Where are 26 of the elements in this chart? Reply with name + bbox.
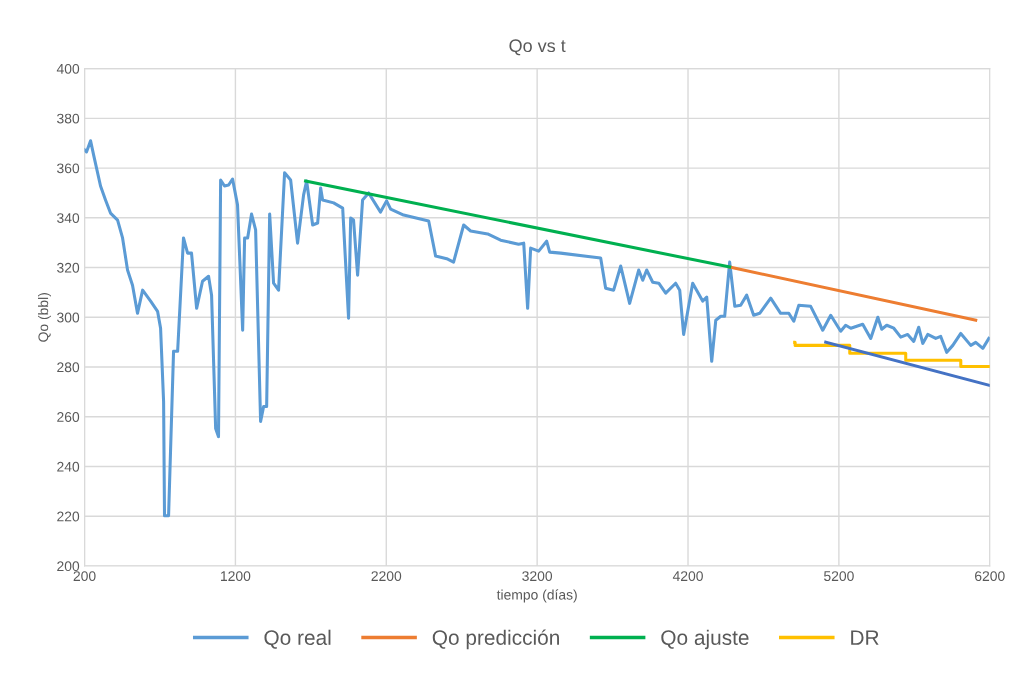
x-tick-label: 2200 xyxy=(371,571,402,582)
x-tick-label: 6200 xyxy=(975,571,1005,582)
legend-label: Qo ajuste xyxy=(661,629,749,650)
y-tick-label: 380 xyxy=(57,113,80,124)
y-tick-label: 220 xyxy=(57,511,80,522)
line-series xyxy=(84,139,990,518)
x-axis-title: tiempo (días) xyxy=(496,589,577,603)
x-tick-label: 5200 xyxy=(824,571,854,582)
legend-label: Qo real xyxy=(264,629,331,649)
y-tick-label: 200 xyxy=(57,561,80,572)
legend-label: Qo predicción xyxy=(432,629,559,650)
y-tick-label: 280 xyxy=(57,362,80,373)
chart-title: Qo vs t xyxy=(509,39,566,56)
y-tick-label: 400 xyxy=(56,63,80,74)
x-tick-label: 1200 xyxy=(221,571,251,582)
y-tick-label: 240 xyxy=(57,461,80,472)
x-tick-label: 200 xyxy=(73,571,96,582)
x-tick-label: 3200 xyxy=(522,571,553,582)
y-tick-label: 320 xyxy=(57,262,80,273)
x-tick-label: 4200 xyxy=(672,571,703,582)
y-tick-label: 360 xyxy=(57,163,80,174)
y-tick-label: 340 xyxy=(57,213,80,223)
y-tick-label: 300 xyxy=(57,312,80,323)
y-tick-label: 260 xyxy=(57,412,80,422)
legend-label: DR xyxy=(851,630,879,645)
y-axis-title: Qo (bbl) xyxy=(38,293,51,342)
